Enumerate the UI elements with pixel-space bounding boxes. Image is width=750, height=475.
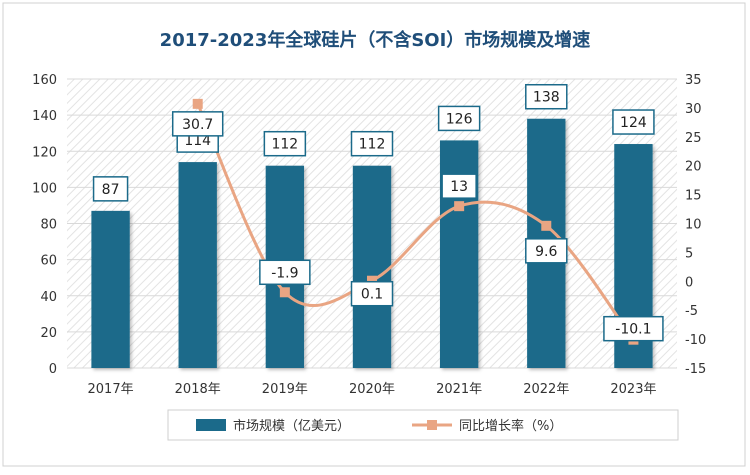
bar-value-label: 112 <box>271 137 298 153</box>
bar-value-label-box <box>437 105 481 132</box>
x-axis-tick-label: 2023年 <box>610 382 656 397</box>
x-axis-tick-label: 2021年 <box>436 382 482 397</box>
right-axis-tick-label: 25 <box>685 131 702 146</box>
line-value-label-box <box>603 315 664 342</box>
right-axis-tick-label: 35 <box>685 73 702 88</box>
bar-value-label-box <box>525 83 568 110</box>
line-point <box>367 275 377 286</box>
right-axis-tick-label: 10 <box>685 218 702 233</box>
line-point <box>541 220 552 231</box>
x-axis-tick-label: 2018年 <box>175 382 221 397</box>
bar <box>352 165 392 368</box>
legend-bar-swatch <box>196 419 226 431</box>
line-point <box>279 287 290 298</box>
right-axis-ticks: -15 -10 -5 0 5 10 15 20 25 30 35 <box>685 73 706 377</box>
line-value-label-box <box>525 238 568 264</box>
x-axis-ticks: 2017年 2018年 2019年 2020年 2021年 2022年 2023年 <box>88 382 657 397</box>
left-axis-tick-label: 140 <box>32 109 57 124</box>
line-value-label: -1.9 <box>271 265 298 281</box>
bar-value-label-box <box>263 130 307 157</box>
left-axis-tick-label: 100 <box>32 181 57 196</box>
line-value-label: 30.7 <box>182 117 213 133</box>
left-axis-tick-label: 80 <box>40 218 57 233</box>
legend: 市场规模（亿美元） 同比增长率（%） <box>167 409 679 441</box>
line-point <box>454 201 465 212</box>
right-axis-tick-label: 20 <box>685 160 702 175</box>
left-axis-tick-label: 40 <box>40 290 57 305</box>
line-value-label-box <box>171 111 224 137</box>
line-value-label-box <box>259 259 311 286</box>
right-axis-tick-label: -15 <box>685 362 706 377</box>
bar-value-label: 124 <box>620 115 647 131</box>
x-axis-tick-label: 2019年 <box>262 382 308 397</box>
line-value-label: 9.6 <box>535 244 557 260</box>
bar-value-label: 114 <box>184 133 211 149</box>
chart-title: 2017-2023年全球硅片（不含SOI）市场规模及增速 <box>160 29 591 51</box>
right-axis-tick-label: 15 <box>685 189 702 204</box>
legend-line-label: 同比增长率（%） <box>459 418 562 434</box>
line-value-label: -10.1 <box>615 322 651 338</box>
right-axis-tick-label: -5 <box>685 304 698 319</box>
x-axis-tick-label: 2020年 <box>349 382 395 397</box>
legend-bar-label: 市场规模（亿美元） <box>233 418 350 434</box>
bar-value-label: 112 <box>359 137 386 153</box>
bar-value-label-box <box>612 109 655 135</box>
line-point <box>192 98 203 109</box>
left-axis-tick-label: 20 <box>40 326 57 341</box>
legend-line-marker <box>427 420 437 430</box>
bar <box>91 210 130 368</box>
bar-value-label-box <box>92 176 129 202</box>
line-value-label: 13 <box>450 179 468 195</box>
left-axis-tick-label: 160 <box>32 73 57 88</box>
right-axis-tick-label: -10 <box>685 333 706 348</box>
bar-value-label: 87 <box>102 182 120 198</box>
x-axis-tick-label: 2017年 <box>88 382 134 397</box>
right-axis-tick-label: 5 <box>685 246 693 261</box>
left-axis-tick-label: 0 <box>49 362 57 377</box>
left-axis-tick-label: 60 <box>40 254 57 269</box>
bar-value-label: 126 <box>446 111 473 127</box>
right-axis-tick-label: 30 <box>685 102 702 117</box>
bar-value-label: 138 <box>533 90 560 106</box>
left-axis-tick-label: 120 <box>32 145 57 160</box>
x-axis-tick-label: 2022年 <box>523 382 569 397</box>
bar <box>178 162 217 368</box>
bar-value-label-box <box>350 130 394 157</box>
line-value-label-box <box>441 173 477 199</box>
line-value-label-box <box>350 280 394 307</box>
line-value-label: 0.1 <box>361 287 383 303</box>
right-axis-tick-label: 0 <box>685 275 693 290</box>
data-labels: 87 114 112 112 126 138 124 30.7 -1.9 0.1 13 9.6 -10.… <box>92 83 664 342</box>
left-axis-ticks: 0 20 40 60 80 100 120 140 160 <box>32 73 57 377</box>
